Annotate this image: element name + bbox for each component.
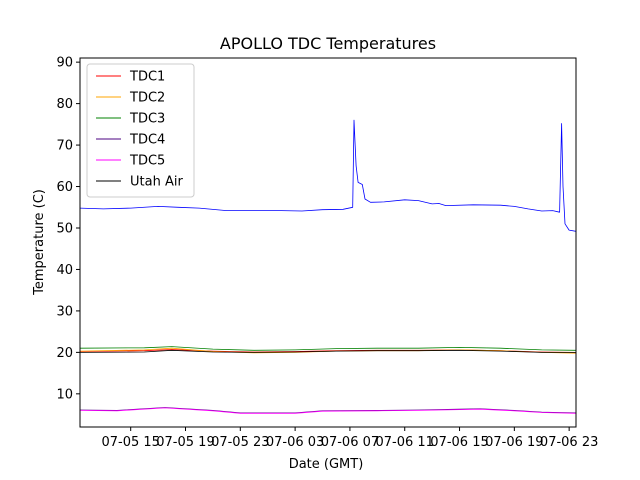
y-tick-label: 10	[56, 387, 73, 402]
y-tick-label: 60	[56, 180, 73, 195]
x-tick-label: 07-06 11	[376, 435, 434, 450]
plot-area	[80, 119, 576, 414]
x-tick-label: 07-05 23	[211, 435, 269, 450]
x-tick-label: 07-06 03	[266, 435, 324, 450]
legend: TDC1 TDC2 TDC3 TDC4 TDC5 Utah Air	[86, 63, 195, 198]
y-axis-label: Temperature (C)	[32, 189, 47, 296]
series-line-2	[80, 346, 576, 351]
x-tick-label: 07-05 15	[101, 435, 159, 450]
y-axis: 10 20 30 40 50 60 70 80 90	[56, 56, 80, 402]
y-tick-label: 70	[56, 139, 73, 154]
axes-frame	[79, 57, 577, 428]
y-tick-label: 90	[56, 56, 73, 71]
legend-label: TDC3	[129, 112, 165, 127]
x-tick-label: 07-06 15	[430, 435, 488, 450]
legend-label: TDC4	[129, 133, 165, 148]
x-tick-label: 07-06 19	[485, 435, 543, 450]
y-tick-label: 50	[56, 221, 73, 236]
legend-label: TDC2	[129, 91, 165, 106]
x-axis-label: Date (GMT)	[289, 457, 364, 472]
y-tick-label: 40	[56, 263, 73, 278]
x-tick-label: 07-06 23	[540, 435, 598, 450]
x-tick-label: 07-05 19	[156, 435, 214, 450]
series-line-4	[80, 407, 576, 414]
legend-label: Utah Air	[130, 175, 183, 190]
series-line-6	[80, 119, 576, 232]
legend-label: TDC1	[129, 70, 165, 85]
chart-title: APOLLO TDC Temperatures	[220, 34, 436, 53]
y-tick-label: 80	[56, 97, 73, 112]
series-line-5	[80, 349, 576, 353]
y-tick-label: 20	[56, 346, 73, 361]
x-tick-label: 07-06 07	[321, 435, 379, 450]
y-tick-label: 30	[56, 304, 73, 319]
legend-label: TDC5	[129, 154, 165, 169]
